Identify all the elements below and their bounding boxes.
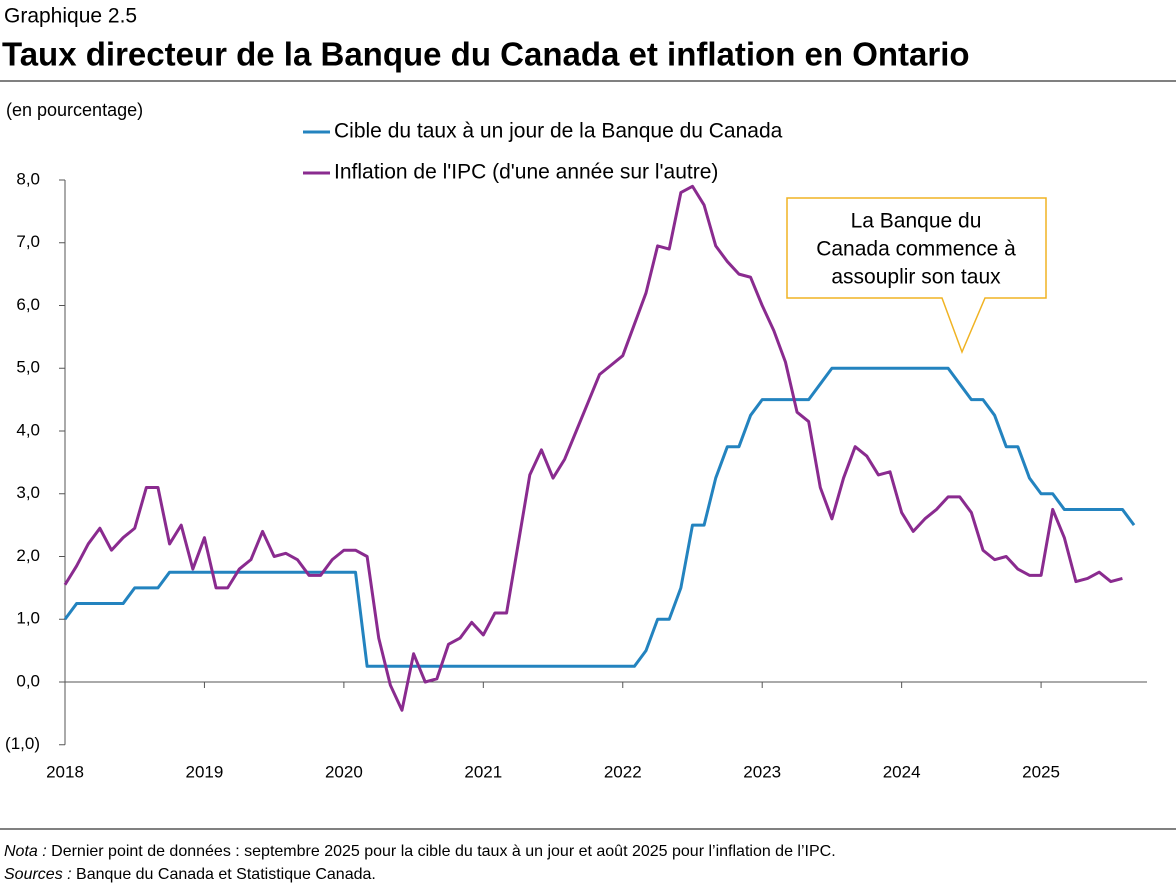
x-tick-label: 2023 [743,762,781,781]
series-line [63,366,1136,668]
annotation-text: assouplir son taux [831,266,1001,289]
annotation-text: Canada commence à [816,238,1016,261]
note: Nota : Dernier point de données : septem… [4,843,836,860]
source-text: Banque du Canada et Statistique Canada. [76,866,376,883]
y-tick-label: 8,0 [16,169,40,188]
x-tick-label: 2022 [604,762,642,781]
y-tick-label: 7,0 [16,232,40,251]
note-label: Nota : [4,843,47,860]
y-tick-label: 6,0 [16,295,40,314]
y-tick-label: 2,0 [16,546,40,565]
y-tick-label: 0,0 [16,671,40,690]
annotation-text: La Banque du [851,210,982,233]
y-tick-label: 4,0 [16,420,40,439]
x-tick-label: 2020 [325,762,363,781]
x-tick-label: 2019 [186,762,224,781]
y-tick-label: 3,0 [16,483,40,502]
y-tick-label: 5,0 [16,358,40,377]
x-tick-label: 2018 [46,762,84,781]
chart-title: Taux directeur de la Banque du Canada et… [2,36,970,73]
y-axis-label: (en pourcentage) [6,100,143,120]
annotation-box [786,197,1047,355]
legend-label: Inflation de l'IPC (d'une année sur l'au… [334,161,718,184]
x-tick-label: 2024 [883,762,921,781]
source-label: Sources : [4,866,72,883]
y-tick-label: (1,0) [5,734,40,753]
y-tick-label: 1,0 [16,609,40,628]
series-line [63,184,1123,712]
note-text: Dernier point de données : septembre 202… [51,843,836,860]
x-tick-label: 2025 [1022,762,1060,781]
legend-label: Cible du taux à un jour de la Banque du … [334,120,783,143]
x-tick-label: 2021 [464,762,502,781]
source: Sources : Banque du Canada et Statistiqu… [4,866,376,883]
chart-label: Graphique 2.5 [4,5,137,28]
